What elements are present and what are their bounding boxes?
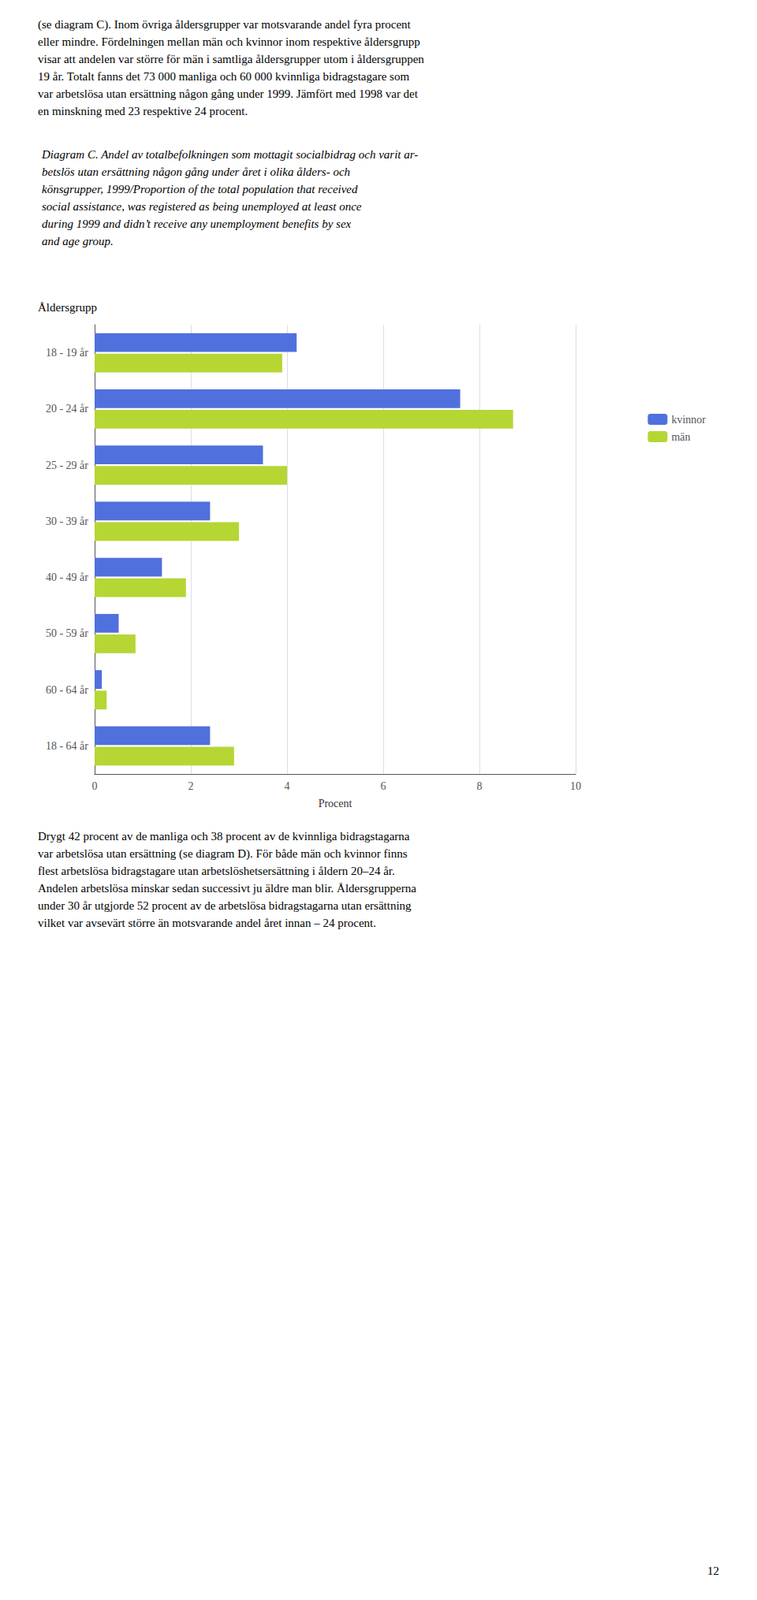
svg-text:60 - 64 år: 60 - 64 år — [45, 684, 89, 697]
svg-text:10: 10 — [570, 780, 582, 793]
svg-text:vilket var avsevärt större än: vilket var avsevärt större än motsvarand… — [37, 917, 377, 930]
svg-text:and age group.: and age group. — [41, 234, 114, 248]
svg-text:under 30 år utgjorde 52 procen: under 30 år utgjorde 52 procent av de ar… — [37, 899, 412, 913]
svg-text:30 - 39 år: 30 - 39 år — [45, 515, 89, 528]
svg-text:flest arbetslösa bidragstagare: flest arbetslösa bidragstagare utan arbe… — [37, 865, 396, 878]
svg-text:Diagram C. Andel av totalbefol: Diagram C. Andel av totalbefolkningen so… — [41, 148, 418, 161]
svg-text:6: 6 — [380, 780, 387, 793]
svg-text:0: 0 — [92, 780, 98, 793]
svg-text:var arbetslösa utan ersättning: var arbetslösa utan ersättning (se diagr… — [37, 847, 408, 862]
svg-text:social assistance, was registe: social assistance, was registered as bei… — [41, 200, 362, 213]
svg-text:8: 8 — [477, 780, 483, 793]
svg-text:during 1999 and didn’t receive: during 1999 and didn’t receive any unemp… — [41, 217, 352, 231]
svg-text:könsgrupper, 1999/Proportion o: könsgrupper, 1999/Proportion of the tota… — [41, 182, 358, 196]
svg-text:Procent: Procent — [318, 798, 353, 810]
svg-text:Åldersgrupp: Åldersgrupp — [37, 301, 97, 314]
svg-text:18 - 19 år: 18 - 19 år — [45, 346, 89, 359]
svg-text:betslös utan ersättning någon: betslös utan ersättning någon gång under… — [41, 165, 351, 179]
svg-text:2: 2 — [188, 780, 194, 793]
svg-text:50 - 59 år: 50 - 59 år — [45, 627, 89, 640]
svg-text:eller mindre. Fördelningen mel: eller mindre. Fördelningen mellan män oc… — [37, 35, 421, 49]
svg-text:4: 4 — [284, 780, 291, 793]
svg-text:40 - 49 år: 40 - 49 år — [45, 571, 89, 584]
svg-text:kvinnor: kvinnor — [671, 413, 706, 426]
svg-text:19 år. Totalt fanns det 73 000: 19 år. Totalt fanns det 73 000 manliga o… — [37, 70, 410, 83]
svg-text:18 - 64 år: 18 - 64 år — [45, 740, 89, 753]
svg-text:var arbetslösa utan ersättning: var arbetslösa utan ersättning någon gån… — [37, 87, 419, 101]
svg-text:visar att andelen var större f: visar att andelen var större för män i s… — [37, 52, 425, 66]
svg-text:en minskning med 23 respektive: en minskning med 23 respektive 24 procen… — [37, 104, 248, 118]
svg-text:män: män — [671, 431, 690, 444]
svg-text:Drygt 42 procent av de manliga: Drygt 42 procent av de manliga och 38 pr… — [37, 830, 411, 843]
svg-text:20 - 24 år: 20 - 24 år — [45, 402, 89, 415]
svg-text:Andelen arbetslösa minskar sed: Andelen arbetslösa minskar sedan success… — [37, 882, 417, 895]
svg-text:(se diagram C). Inom övriga ål: (se diagram C). Inom övriga åldersgruppe… — [37, 18, 412, 32]
svg-text:12: 12 — [707, 1565, 720, 1578]
svg-text:25 - 29 år: 25 - 29 år — [45, 459, 89, 472]
